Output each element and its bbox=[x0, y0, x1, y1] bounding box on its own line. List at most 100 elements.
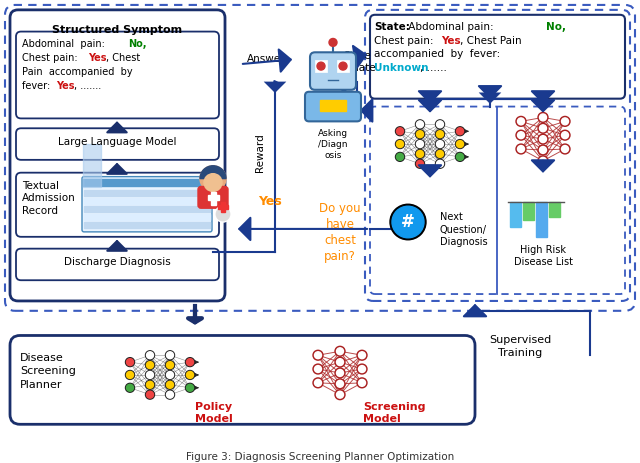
Text: #: # bbox=[401, 213, 415, 231]
Bar bbox=[84, 198, 210, 204]
Circle shape bbox=[396, 152, 404, 161]
Text: Yes: Yes bbox=[258, 195, 282, 208]
Circle shape bbox=[127, 359, 134, 366]
Circle shape bbox=[186, 384, 193, 391]
Text: Asking
/Diagn
osis: Asking /Diagn osis bbox=[318, 129, 348, 161]
Bar bbox=[523, 202, 534, 220]
Circle shape bbox=[561, 145, 568, 152]
Circle shape bbox=[166, 352, 173, 359]
Text: No,: No, bbox=[546, 22, 566, 31]
Circle shape bbox=[166, 371, 173, 378]
Circle shape bbox=[435, 159, 445, 168]
Circle shape bbox=[436, 121, 444, 128]
Bar bbox=[337, 60, 349, 72]
Circle shape bbox=[560, 144, 570, 154]
Text: Supervised
Training: Supervised Training bbox=[489, 336, 551, 358]
Circle shape bbox=[560, 116, 570, 126]
Circle shape bbox=[125, 358, 134, 367]
Circle shape bbox=[396, 127, 404, 136]
Bar bbox=[83, 179, 211, 187]
Circle shape bbox=[358, 366, 365, 373]
Bar bbox=[84, 214, 210, 220]
Circle shape bbox=[357, 364, 367, 374]
Circle shape bbox=[540, 125, 547, 132]
Circle shape bbox=[145, 351, 154, 360]
Circle shape bbox=[358, 352, 365, 359]
Circle shape bbox=[166, 381, 175, 389]
Circle shape bbox=[147, 382, 154, 388]
Circle shape bbox=[166, 362, 173, 369]
Text: Abdominal  pain:: Abdominal pain: bbox=[22, 39, 108, 50]
Circle shape bbox=[215, 206, 231, 222]
Circle shape bbox=[314, 366, 321, 373]
Circle shape bbox=[314, 352, 321, 359]
Circle shape bbox=[561, 118, 568, 125]
Circle shape bbox=[561, 132, 568, 138]
Text: Yes: Yes bbox=[88, 53, 106, 63]
Bar bbox=[84, 190, 210, 196]
Circle shape bbox=[540, 136, 547, 143]
Circle shape bbox=[335, 379, 345, 389]
Circle shape bbox=[147, 352, 154, 359]
Circle shape bbox=[337, 381, 344, 387]
Circle shape bbox=[417, 131, 424, 138]
Circle shape bbox=[540, 114, 547, 121]
Circle shape bbox=[436, 150, 444, 157]
Circle shape bbox=[147, 391, 154, 398]
Circle shape bbox=[417, 160, 424, 167]
Circle shape bbox=[337, 369, 344, 376]
Bar bbox=[83, 144, 101, 188]
Circle shape bbox=[313, 364, 323, 374]
Text: No,: No, bbox=[128, 39, 147, 50]
Circle shape bbox=[560, 130, 570, 140]
Text: Policy
Model: Policy Model bbox=[195, 401, 233, 424]
Circle shape bbox=[329, 38, 337, 46]
Bar bbox=[549, 202, 560, 217]
Text: Do you
have
chest
pain?: Do you have chest pain? bbox=[319, 202, 361, 263]
Text: Yes: Yes bbox=[56, 81, 74, 91]
Text: Unknown: Unknown bbox=[374, 63, 429, 73]
Circle shape bbox=[166, 361, 175, 369]
Circle shape bbox=[540, 146, 547, 153]
Circle shape bbox=[186, 371, 193, 378]
Circle shape bbox=[166, 382, 173, 388]
Circle shape bbox=[392, 206, 424, 238]
Text: Admission: Admission bbox=[22, 194, 76, 203]
Text: Next
Question/
Diagnosis: Next Question/ Diagnosis bbox=[440, 212, 488, 247]
Circle shape bbox=[456, 127, 465, 136]
Circle shape bbox=[538, 145, 548, 155]
Circle shape bbox=[186, 383, 195, 392]
Bar bbox=[510, 202, 521, 227]
Circle shape bbox=[335, 357, 345, 367]
FancyBboxPatch shape bbox=[82, 176, 212, 232]
Circle shape bbox=[357, 350, 367, 360]
Circle shape bbox=[145, 361, 154, 369]
FancyBboxPatch shape bbox=[305, 92, 361, 121]
Circle shape bbox=[538, 156, 548, 166]
Circle shape bbox=[456, 153, 463, 160]
Circle shape bbox=[147, 371, 154, 378]
Circle shape bbox=[415, 140, 424, 149]
Circle shape bbox=[415, 130, 424, 138]
Circle shape bbox=[518, 118, 525, 125]
Text: , .......: , ....... bbox=[74, 81, 101, 91]
Polygon shape bbox=[400, 235, 415, 239]
Text: State:: State: bbox=[374, 22, 410, 31]
Circle shape bbox=[436, 160, 444, 167]
Circle shape bbox=[415, 120, 424, 129]
Circle shape bbox=[166, 370, 175, 379]
Circle shape bbox=[145, 381, 154, 389]
Bar bbox=[221, 202, 225, 212]
Circle shape bbox=[337, 348, 344, 355]
Bar bbox=[315, 60, 327, 72]
Circle shape bbox=[204, 174, 222, 191]
Bar bbox=[320, 100, 346, 112]
Circle shape bbox=[538, 123, 548, 133]
Circle shape bbox=[313, 350, 323, 360]
Bar bbox=[84, 222, 210, 228]
Circle shape bbox=[538, 134, 548, 144]
Circle shape bbox=[518, 145, 525, 152]
Text: Pain  accompanied  by: Pain accompanied by bbox=[22, 67, 132, 77]
Circle shape bbox=[540, 157, 547, 164]
Circle shape bbox=[435, 140, 445, 149]
